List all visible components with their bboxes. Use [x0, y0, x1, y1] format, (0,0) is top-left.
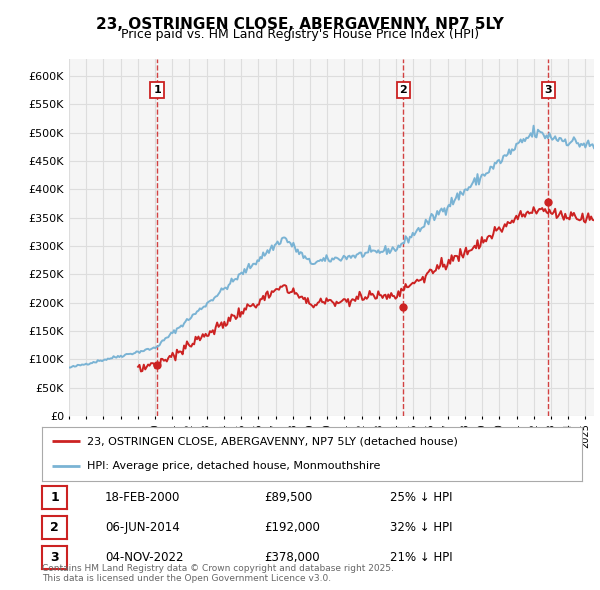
Text: 2: 2: [400, 85, 407, 95]
Text: 2: 2: [50, 521, 59, 534]
Text: 06-JUN-2014: 06-JUN-2014: [105, 521, 180, 534]
Text: 1: 1: [50, 491, 59, 504]
Text: Contains HM Land Registry data © Crown copyright and database right 2025.
This d: Contains HM Land Registry data © Crown c…: [42, 563, 394, 583]
Text: 23, OSTRINGEN CLOSE, ABERGAVENNY, NP7 5LY (detached house): 23, OSTRINGEN CLOSE, ABERGAVENNY, NP7 5L…: [87, 436, 458, 446]
Text: £192,000: £192,000: [264, 521, 320, 534]
Text: 18-FEB-2000: 18-FEB-2000: [105, 491, 181, 504]
Text: £378,000: £378,000: [264, 551, 320, 564]
Text: Price paid vs. HM Land Registry's House Price Index (HPI): Price paid vs. HM Land Registry's House …: [121, 28, 479, 41]
Text: 32% ↓ HPI: 32% ↓ HPI: [390, 521, 452, 534]
Text: 25% ↓ HPI: 25% ↓ HPI: [390, 491, 452, 504]
Text: 3: 3: [544, 85, 552, 95]
Text: 21% ↓ HPI: 21% ↓ HPI: [390, 551, 452, 564]
Text: HPI: Average price, detached house, Monmouthshire: HPI: Average price, detached house, Monm…: [87, 461, 380, 471]
Text: 23, OSTRINGEN CLOSE, ABERGAVENNY, NP7 5LY: 23, OSTRINGEN CLOSE, ABERGAVENNY, NP7 5L…: [96, 17, 504, 31]
Text: 3: 3: [50, 551, 59, 564]
Text: 1: 1: [153, 85, 161, 95]
Text: 04-NOV-2022: 04-NOV-2022: [105, 551, 184, 564]
Text: £89,500: £89,500: [264, 491, 312, 504]
